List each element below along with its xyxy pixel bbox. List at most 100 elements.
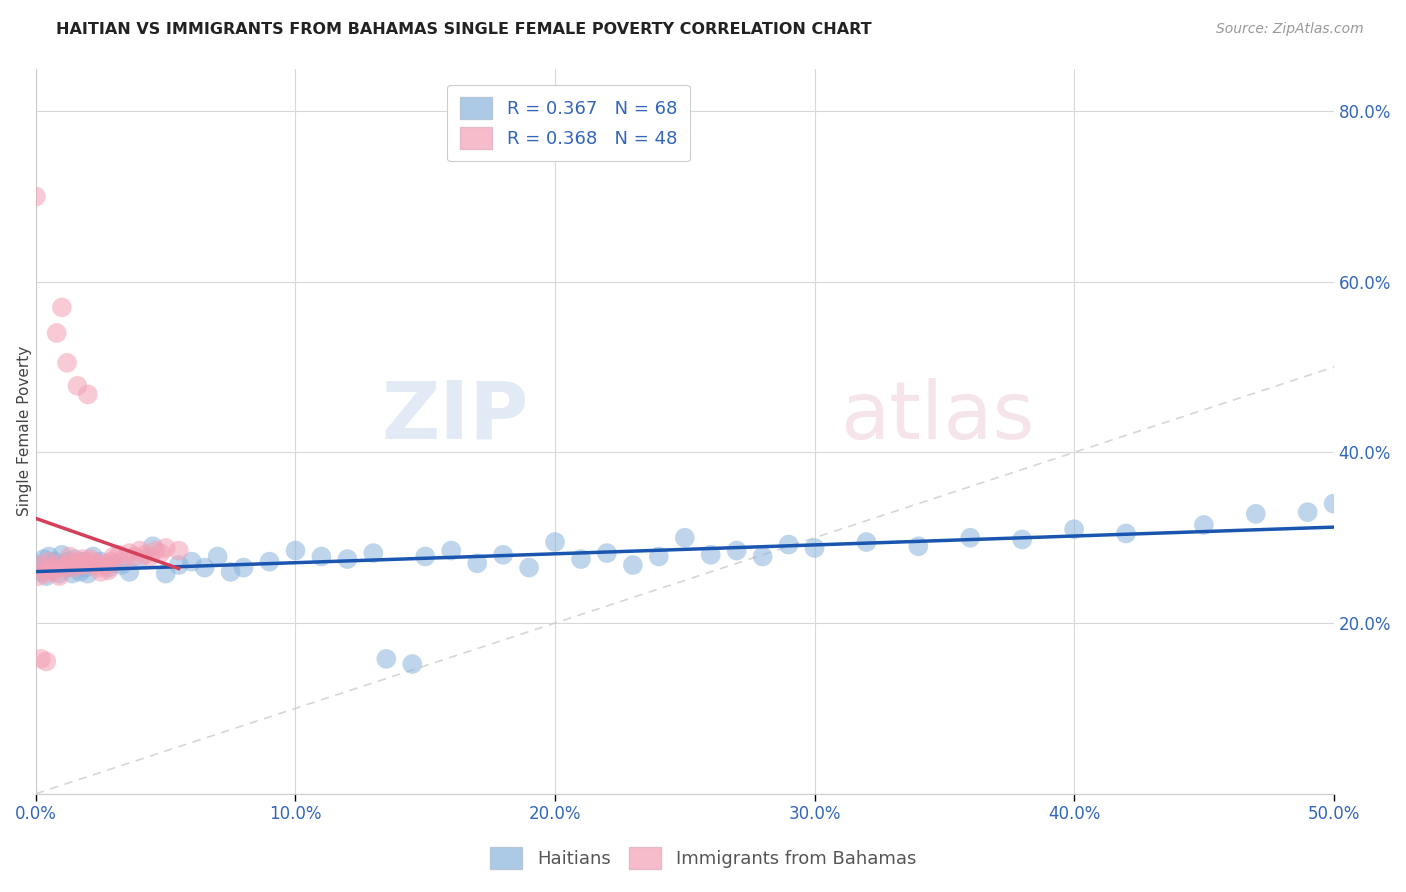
Point — [97, 560, 120, 574]
Point — [41, 563, 63, 577]
Point — [84, 558, 107, 572]
Legend: R = 0.367   N = 68, R = 0.368   N = 48: R = 0.367 N = 68, R = 0.368 N = 48 — [447, 85, 690, 161]
Point — [1063, 522, 1085, 536]
Point — [72, 555, 94, 569]
Point — [139, 549, 162, 564]
Point — [94, 558, 117, 572]
Point — [1192, 517, 1215, 532]
Point — [30, 652, 52, 666]
Point — [700, 548, 723, 562]
Point — [778, 537, 800, 551]
Point — [76, 566, 98, 581]
Point — [207, 549, 229, 564]
Point — [155, 566, 177, 581]
Point — [69, 565, 91, 579]
Point — [803, 541, 825, 555]
Point — [87, 560, 110, 574]
Point — [167, 558, 190, 572]
Point — [69, 558, 91, 572]
Point — [82, 549, 104, 564]
Point — [48, 569, 70, 583]
Point — [621, 558, 644, 572]
Point — [596, 546, 619, 560]
Point — [51, 548, 73, 562]
Point — [97, 563, 120, 577]
Point — [66, 557, 89, 571]
Point — [401, 657, 423, 671]
Point — [45, 558, 67, 572]
Point — [149, 546, 172, 560]
Point — [45, 560, 67, 574]
Point — [232, 560, 254, 574]
Point — [544, 535, 567, 549]
Point — [60, 555, 83, 569]
Point — [155, 541, 177, 555]
Point — [363, 546, 385, 560]
Point — [35, 655, 58, 669]
Point — [75, 555, 97, 569]
Point — [284, 543, 307, 558]
Point — [35, 569, 58, 583]
Point — [90, 565, 112, 579]
Point — [41, 560, 63, 574]
Point — [76, 558, 98, 572]
Point — [56, 555, 79, 569]
Point — [27, 569, 49, 583]
Point — [45, 326, 67, 340]
Point — [30, 558, 52, 572]
Point — [76, 387, 98, 401]
Point — [180, 555, 202, 569]
Point — [100, 555, 122, 569]
Point — [53, 560, 76, 574]
Point — [219, 565, 242, 579]
Point — [465, 557, 488, 571]
Text: Source: ZipAtlas.com: Source: ZipAtlas.com — [1216, 22, 1364, 37]
Point — [75, 560, 97, 574]
Point — [167, 543, 190, 558]
Point — [90, 555, 112, 569]
Point — [38, 555, 60, 569]
Point — [53, 558, 76, 572]
Text: ZIP: ZIP — [382, 377, 529, 456]
Point — [1323, 497, 1346, 511]
Point — [1244, 507, 1267, 521]
Point — [110, 558, 132, 572]
Point — [517, 560, 540, 574]
Point — [1296, 505, 1319, 519]
Point — [959, 531, 981, 545]
Point — [63, 560, 86, 574]
Point — [142, 539, 165, 553]
Point — [259, 555, 281, 569]
Point — [134, 548, 156, 562]
Point — [38, 549, 60, 564]
Point — [66, 379, 89, 393]
Point — [42, 555, 65, 569]
Point — [79, 552, 101, 566]
Point — [56, 356, 79, 370]
Point — [27, 558, 49, 572]
Point — [311, 549, 333, 564]
Point — [128, 543, 150, 558]
Point — [375, 652, 398, 666]
Point — [56, 558, 79, 572]
Point — [82, 555, 104, 569]
Point — [108, 548, 131, 562]
Point — [648, 549, 671, 564]
Point — [48, 566, 70, 581]
Point — [855, 535, 877, 549]
Point — [673, 531, 696, 545]
Point — [32, 552, 55, 566]
Point — [1115, 526, 1137, 541]
Point — [194, 560, 217, 574]
Point — [1011, 533, 1033, 547]
Point — [413, 549, 436, 564]
Point — [35, 566, 58, 581]
Point — [63, 552, 86, 566]
Point — [128, 552, 150, 566]
Point — [72, 552, 94, 566]
Point — [42, 565, 65, 579]
Point — [60, 566, 83, 581]
Point — [51, 301, 73, 315]
Point — [32, 563, 55, 577]
Text: atlas: atlas — [841, 377, 1035, 456]
